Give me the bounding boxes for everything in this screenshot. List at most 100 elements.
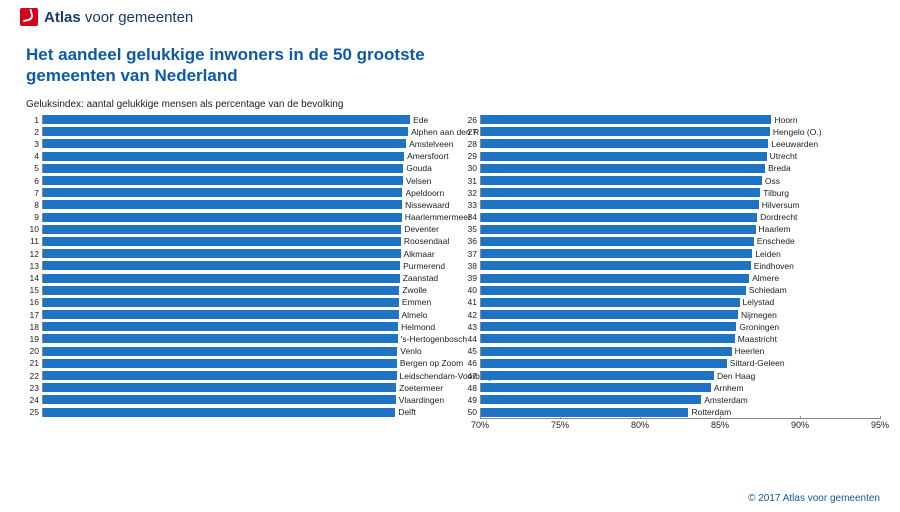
chart-row: 48Arnhem <box>464 382 880 394</box>
chart-row: 39Almere <box>464 272 880 284</box>
bar-track: Emmen <box>42 298 442 307</box>
chart-row: 5 Gouda <box>26 162 442 174</box>
rank-label: 15 <box>26 285 42 295</box>
bar-track: Delft <box>42 408 442 417</box>
bar-label: Haarlemmermeer <box>402 212 471 222</box>
chart-row: 1 Ede <box>26 114 442 126</box>
rank-label: 27 <box>464 127 480 137</box>
bar <box>481 261 751 270</box>
bar-label: Zwolle <box>399 285 427 295</box>
bar-label: Haarlem <box>756 224 791 234</box>
bar-track: Apeldoorn <box>42 188 442 197</box>
bar <box>481 164 765 173</box>
rank-label: 11 <box>26 236 42 246</box>
rank-label: 38 <box>464 261 480 271</box>
rank-label: 5 <box>26 163 42 173</box>
rank-label: 6 <box>26 176 42 186</box>
rank-label: 45 <box>464 346 480 356</box>
bar-label: Hengelo (O.) <box>770 127 822 137</box>
bar <box>43 237 401 246</box>
chart-row: 34Dordrecht <box>464 211 880 223</box>
chart-column-left: 1Ede2Alphen aan den R3Amstelveen4Amersfo… <box>26 114 442 435</box>
bar <box>481 225 756 234</box>
bar-label: Zoetermeer <box>396 383 443 393</box>
chart-rows-right: 26Hoorn27Hengelo (O.)28Leeuwarden29Utrec… <box>464 114 880 419</box>
bar-label: Roosendaal <box>401 236 449 246</box>
bar <box>43 188 402 197</box>
axis-tick: 75% <box>551 420 569 430</box>
rank-label: 2 <box>26 127 42 137</box>
bar-track: Leidschendam-Voorburg <box>42 371 442 380</box>
rank-label: 28 <box>464 139 480 149</box>
chart-row: 49Amsterdam <box>464 394 880 406</box>
bar <box>481 274 749 283</box>
chart-row: 21Bergen op Zoom <box>26 357 442 369</box>
rank-label: 50 <box>464 407 480 417</box>
rank-label: 26 <box>464 115 480 125</box>
chart-row: 15 Zwolle <box>26 284 442 296</box>
bar <box>43 298 399 307</box>
bar-track: Amstelveen <box>42 139 442 148</box>
bar <box>43 395 396 404</box>
chart-row: 7Apeldoorn <box>26 187 442 199</box>
bar-track: Tilburg <box>480 188 880 197</box>
bar <box>481 127 770 136</box>
bar-label: Utrecht <box>767 151 797 161</box>
bar-track: Maastricht <box>480 334 880 343</box>
rank-label: 30 <box>464 163 480 173</box>
bar-track: Gouda <box>42 164 442 173</box>
rank-label: 39 <box>464 273 480 283</box>
bar <box>481 298 740 307</box>
chart-row: 18Helmond <box>26 321 442 333</box>
bar-track: Ede <box>42 115 442 124</box>
bar-label: Helmond <box>398 322 435 332</box>
rank-label: 19 <box>26 334 42 344</box>
bar <box>481 359 727 368</box>
bar-track: Vlaardingen <box>42 395 442 404</box>
bar <box>43 322 398 331</box>
bar-track: Nissewaard <box>42 200 442 209</box>
chart-row: 32Tilburg <box>464 187 880 199</box>
chart-row: 50Rotterdam <box>464 406 880 418</box>
axis-tick: 70% <box>471 420 489 430</box>
rank-label: 1 <box>26 115 42 125</box>
chart-row: 12Alkmaar <box>26 248 442 260</box>
rank-label: 48 <box>464 383 480 393</box>
chart-row: 10Deventer <box>26 223 442 235</box>
bar <box>43 115 410 124</box>
rank-label: 49 <box>464 395 480 405</box>
rank-label: 13 <box>26 261 42 271</box>
chart-row: 6Velsen <box>26 174 442 186</box>
bar-track: Haarlemmermeer <box>42 213 442 222</box>
bar-track: Deventer <box>42 225 442 234</box>
bar-label: Tilburg <box>760 188 789 198</box>
rank-label: 8 <box>26 200 42 210</box>
chart-row: 16Emmen <box>26 296 442 308</box>
bar-label: Maastricht <box>735 334 777 344</box>
rank-label: 40 <box>464 285 480 295</box>
bar-label: Ede <box>410 115 428 125</box>
bar <box>481 188 760 197</box>
chart-row: 22Leidschendam-Voorburg <box>26 369 442 381</box>
axis-tick: 80% <box>631 420 649 430</box>
bar-label: Apeldoorn <box>402 188 444 198</box>
bar-label: Sittard-Geleen <box>727 358 785 368</box>
rank-label: 23 <box>26 383 42 393</box>
bar <box>43 127 408 136</box>
bar <box>43 152 404 161</box>
bar-label: Hilversum <box>759 200 800 210</box>
bar <box>43 347 397 356</box>
bar-track: Oss <box>480 176 880 185</box>
bar-label: Vlaardingen <box>396 395 444 405</box>
chart-row: 43Groningen <box>464 321 880 333</box>
chart-row: 36Enschede <box>464 235 880 247</box>
bar <box>481 115 771 124</box>
bar-track: Enschede <box>480 237 880 246</box>
rank-label: 10 <box>26 224 42 234</box>
bar-track: Leiden <box>480 249 880 258</box>
bar-track: Hoorn <box>480 115 880 124</box>
chart-row: 24Vlaardingen <box>26 394 442 406</box>
logo-icon <box>20 8 38 26</box>
chart-row: 41Lelystad <box>464 296 880 308</box>
bar-label: Gouda <box>403 163 432 173</box>
